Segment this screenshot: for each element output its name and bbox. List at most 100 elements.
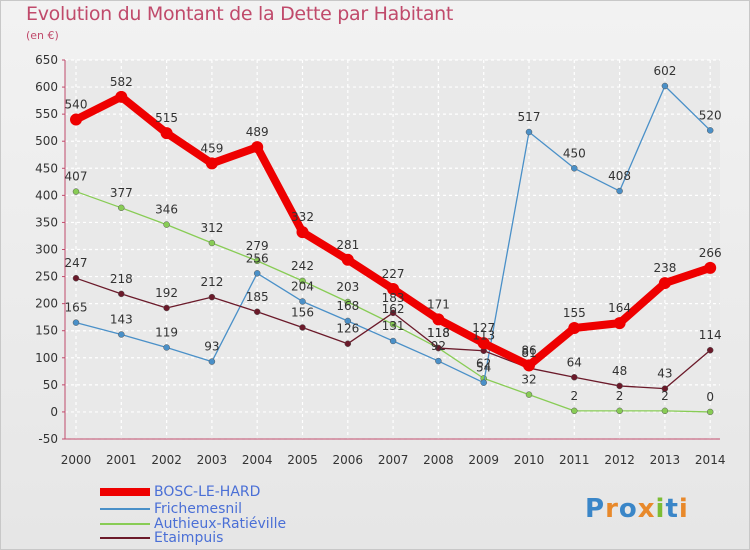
data-point xyxy=(163,304,170,312)
data-label: 114 xyxy=(699,328,722,342)
data-point xyxy=(658,277,671,290)
data-point xyxy=(344,298,352,306)
data-point xyxy=(118,290,125,298)
data-point xyxy=(115,90,128,103)
data-label: 227 xyxy=(382,267,405,281)
data-point xyxy=(163,221,170,228)
legend-item-frichemesnil[interactable]: Frichemesnil xyxy=(100,501,242,517)
data-point xyxy=(525,128,533,136)
data-label: 92 xyxy=(431,339,446,353)
y-tick-label: 450 xyxy=(35,161,58,175)
data-point xyxy=(704,261,717,274)
data-point xyxy=(661,82,669,90)
data-label: 203 xyxy=(336,280,359,294)
data-point xyxy=(299,277,306,285)
data-point xyxy=(571,407,578,415)
data-label: 113 xyxy=(472,329,495,343)
data-label: 0 xyxy=(706,390,714,404)
data-label: 168 xyxy=(336,299,359,313)
data-label: 279 xyxy=(246,239,269,253)
data-label: 582 xyxy=(110,75,133,89)
data-point xyxy=(208,293,216,301)
chart-title: Evolution du Montant de la Dette par Hab… xyxy=(26,3,454,25)
logo-letter: i xyxy=(655,494,666,524)
data-label: 377 xyxy=(110,186,133,200)
legend-swatch xyxy=(100,508,150,510)
legend-item-bosc-le-hard[interactable]: BOSC-LE-HARD xyxy=(100,484,261,500)
data-point xyxy=(616,187,623,195)
data-label: 185 xyxy=(246,290,269,304)
data-label: 86 xyxy=(521,343,536,357)
data-point xyxy=(344,317,352,325)
data-label: 346 xyxy=(155,203,178,217)
x-tick-label: 2009 xyxy=(468,453,499,467)
data-label: 247 xyxy=(65,256,88,270)
data-point xyxy=(299,324,306,331)
x-tick-label: 2008 xyxy=(423,453,454,467)
data-point xyxy=(118,331,125,338)
data-point xyxy=(253,308,261,316)
data-label: 43 xyxy=(657,367,672,381)
data-label: 2 xyxy=(570,389,578,403)
logo-letter: x xyxy=(637,494,656,524)
data-point xyxy=(661,407,669,415)
data-label: 489 xyxy=(246,125,269,139)
data-label: 602 xyxy=(653,64,676,78)
logo-letter: r xyxy=(605,494,619,524)
data-point xyxy=(525,391,533,398)
data-point xyxy=(163,344,170,351)
x-tick-label: 2014 xyxy=(695,453,726,467)
data-point xyxy=(387,283,400,296)
data-point xyxy=(118,204,125,212)
data-point xyxy=(251,141,264,154)
data-label: 515 xyxy=(155,111,178,125)
data-label: 62 xyxy=(476,356,491,370)
data-label: 32 xyxy=(521,373,536,387)
data-label: 408 xyxy=(608,169,631,183)
data-label: 162 xyxy=(382,302,405,316)
data-label: 459 xyxy=(200,141,223,155)
x-tick-label: 2002 xyxy=(151,453,182,467)
data-point xyxy=(72,188,80,195)
proxiti-logo: Proxiti xyxy=(585,494,689,524)
data-label: 212 xyxy=(200,275,223,289)
data-label: 93 xyxy=(204,340,219,354)
data-label: 118 xyxy=(427,326,450,340)
data-point xyxy=(389,309,397,317)
data-point xyxy=(296,226,309,239)
legend-item-etaimpuis[interactable]: Etaimpuis xyxy=(100,530,224,546)
x-tick-label: 2006 xyxy=(333,453,364,467)
data-label: 64 xyxy=(567,355,582,369)
data-point xyxy=(523,359,535,372)
x-tick-label: 2007 xyxy=(378,453,409,467)
logo-letter: i xyxy=(678,494,689,524)
data-point xyxy=(253,270,261,277)
data-point xyxy=(389,337,397,345)
y-tick-label: 300 xyxy=(35,243,58,257)
data-point xyxy=(72,274,80,282)
data-point xyxy=(616,407,623,415)
data-point xyxy=(706,127,714,134)
data-label: 156 xyxy=(291,305,314,319)
logo-letter: o xyxy=(618,494,638,524)
data-label: 266 xyxy=(699,246,722,260)
data-label: 312 xyxy=(200,221,223,235)
legend-swatch xyxy=(100,523,150,525)
data-point xyxy=(70,113,82,126)
legend-swatch xyxy=(100,488,150,496)
data-label: 54 xyxy=(476,361,491,375)
data-point xyxy=(480,379,487,386)
legend-label: Etaimpuis xyxy=(154,530,224,546)
y-tick-label: 400 xyxy=(35,188,58,202)
legend-item-authieux-ratieville[interactable]: Authieux-Ratiéville xyxy=(100,516,287,532)
data-point xyxy=(208,358,216,365)
legend-label: Authieux-Ratiéville xyxy=(154,516,287,532)
data-point xyxy=(706,346,714,354)
legend-swatch xyxy=(100,537,150,539)
data-point xyxy=(389,320,397,328)
data-label: 517 xyxy=(518,110,541,124)
data-label: 165 xyxy=(65,301,88,315)
legend-label: BOSC-LE-HARD xyxy=(154,484,261,500)
data-label: 540 xyxy=(65,98,88,112)
